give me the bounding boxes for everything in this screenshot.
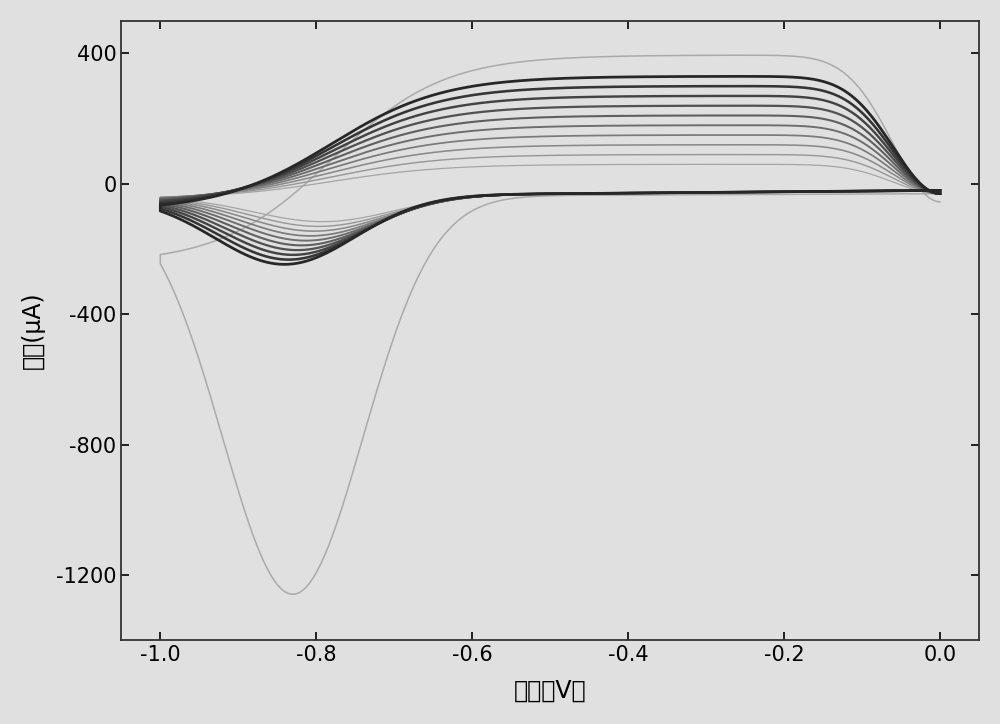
Y-axis label: 电流(μA): 电流(μA) [21,292,45,369]
X-axis label: 电压（V）: 电压（V） [514,679,587,703]
